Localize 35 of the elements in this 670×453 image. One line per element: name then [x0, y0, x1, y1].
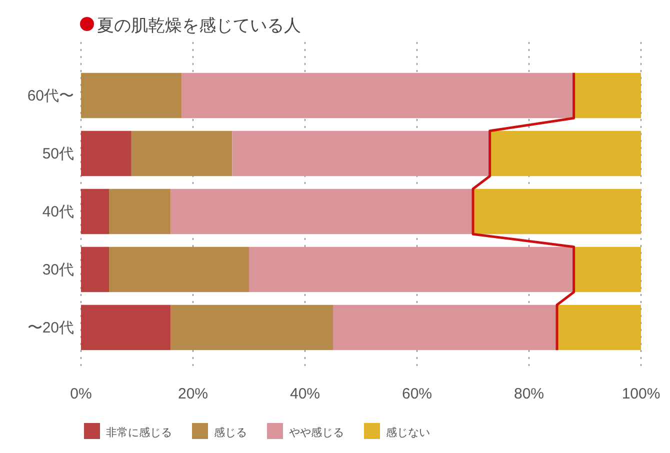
x-tick-label: 40%	[290, 386, 320, 403]
legend-label: 非常に感じる	[106, 426, 172, 439]
bar	[490, 130, 641, 176]
legend-label: 感じる	[214, 426, 247, 439]
legend-label: やや感じる	[289, 426, 344, 439]
bar	[81, 304, 171, 350]
y-tick-label: 40代	[42, 203, 74, 220]
bar	[109, 246, 249, 292]
x-tick-label: 100%	[622, 386, 660, 403]
bar	[170, 188, 473, 234]
chart-title: 夏の肌乾燥を感じている人	[97, 16, 301, 36]
bar	[81, 188, 109, 234]
bar	[81, 72, 182, 118]
bar	[109, 188, 171, 234]
bar	[557, 304, 641, 350]
bar	[81, 246, 109, 292]
bar	[249, 246, 574, 292]
x-tick-label: 20%	[178, 386, 208, 403]
y-tick-label: 60代〜	[27, 87, 74, 104]
bar	[574, 72, 641, 118]
bar	[170, 304, 333, 350]
bar	[232, 130, 490, 176]
x-tick-label: 80%	[514, 386, 544, 403]
x-tick-label: 60%	[402, 386, 432, 403]
y-tick-label: 50代	[42, 145, 74, 162]
bar	[81, 130, 132, 176]
y-tick-label: 30代	[42, 261, 74, 278]
bar	[182, 72, 574, 118]
bar	[473, 188, 641, 234]
legend-label: 感じない	[386, 426, 430, 439]
x-tick-label: 0%	[70, 386, 92, 403]
bar	[574, 246, 641, 292]
bar	[333, 304, 557, 350]
bar	[131, 130, 232, 176]
y-tick-label: 〜20代	[27, 319, 74, 336]
